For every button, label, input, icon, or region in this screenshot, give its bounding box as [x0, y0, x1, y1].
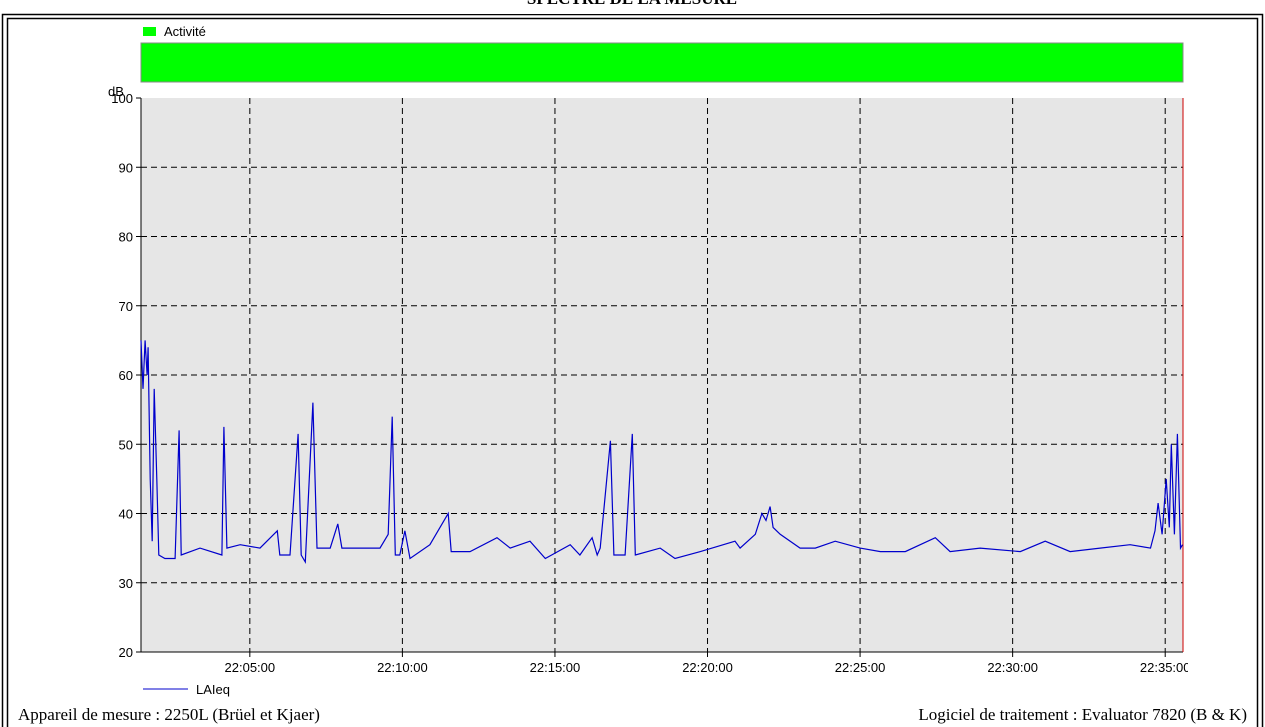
x-tick-label: 22:20:00	[682, 660, 733, 675]
y-tick-label: 80	[119, 230, 133, 245]
footer-left: Appareil de mesure : 2250L (Brüel et Kja…	[18, 705, 320, 724]
activity-bar	[140, 42, 1184, 83]
x-tick-label: 22:05:00	[225, 660, 276, 675]
x-tick-label: 22:10:00	[377, 660, 428, 675]
frame-inner	[6, 17, 1259, 727]
y-tick-label: 70	[119, 299, 133, 314]
y-tick-label: 50	[119, 437, 133, 452]
x-tick-label: 22:15:00	[530, 660, 581, 675]
y-tick-label: 30	[119, 576, 133, 591]
title-bg	[380, 0, 880, 14]
y-tick-label: 20	[119, 645, 133, 660]
y-axis-label: dB	[108, 84, 124, 99]
x-tick-label: 22:35:00	[1140, 660, 1191, 675]
x-tick-label: 22:25:00	[835, 660, 886, 675]
title: SPECTRE DE LA MESURE	[527, 0, 737, 8]
y-tick-label: 60	[119, 368, 133, 383]
activity-label: Activité	[164, 24, 206, 39]
y-tick-label: 90	[119, 160, 133, 175]
activity-swatch	[143, 27, 156, 36]
legend-label: LAIeq	[196, 682, 230, 697]
y-tick-label: 40	[119, 507, 133, 522]
x-tick-label: 22:30:00	[987, 660, 1038, 675]
y-tick-label: 100	[111, 91, 133, 106]
series-line	[140, 340, 1184, 565]
frame-outer	[1, 13, 1264, 727]
footer-right: Logiciel de traitement : Evaluator 7820 …	[918, 705, 1247, 724]
